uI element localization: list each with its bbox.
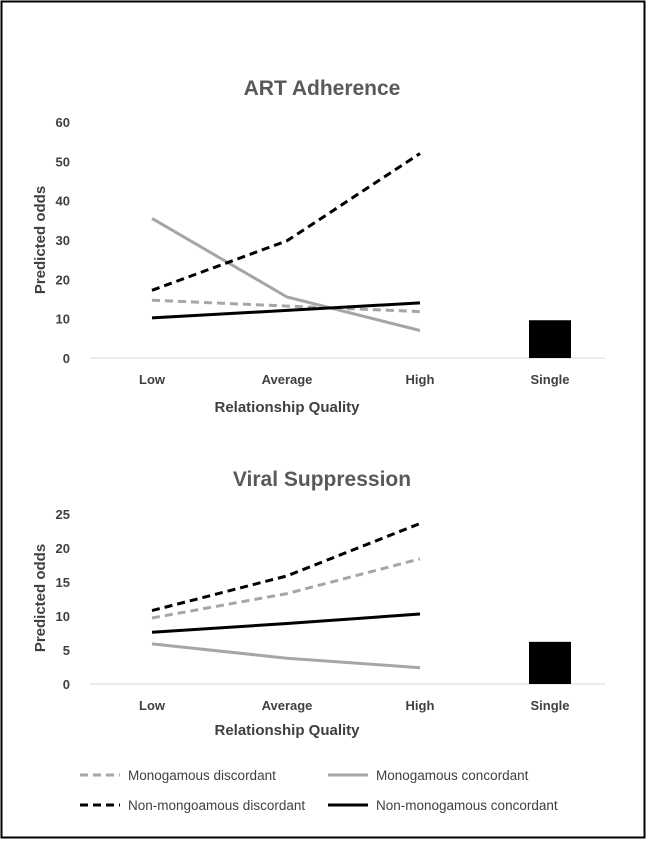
series-line-non-mongoamous-discordant — [151, 522, 421, 613]
x-axis-label: Relationship Quality — [214, 722, 360, 739]
y-tick-label: 30 — [56, 233, 70, 248]
single-bar — [529, 641, 571, 684]
y-axis-label: Predicted odds — [32, 544, 49, 652]
y-tick-label: 25 — [56, 507, 70, 522]
y-tick-labels: 0 5 10 15 20 25 — [56, 507, 70, 692]
legend-label: Monogamous discordant — [128, 768, 276, 783]
legend-label: Monogamous concordant — [376, 768, 529, 783]
x-tick-label-high: High — [406, 698, 435, 713]
y-tick-label: 10 — [56, 609, 70, 624]
y-tick-label: 20 — [56, 272, 70, 287]
x-tick-labels: Low Average High Single — [139, 698, 570, 713]
y-tick-label: 20 — [56, 541, 70, 556]
x-tick-label-low: Low — [139, 372, 166, 387]
legend-label: Non-mongoamous discordant — [128, 798, 305, 813]
y-tick-label: 60 — [56, 115, 70, 130]
chart-title: ART Adherence — [244, 77, 401, 100]
series-lines — [151, 152, 421, 332]
x-tick-label-high: High — [406, 372, 435, 387]
series-line-non-mongoamous-discordant — [151, 152, 421, 292]
chart-art-adherence: ART Adherence Relationship Quality Predi… — [32, 77, 605, 416]
x-tick-label-low: Low — [139, 698, 166, 713]
series-line-non-monogamous-concordant — [151, 612, 421, 634]
series-line-monogamous-discordant — [151, 557, 421, 620]
series-line-monogamous-discordant — [151, 298, 421, 314]
legend-label: Non-monogamous concordant — [376, 798, 558, 813]
y-tick-label: 15 — [56, 575, 70, 590]
y-tick-label: 50 — [56, 154, 70, 169]
single-bar — [529, 320, 571, 358]
legend-item-non-mongoamous-discordant: Non-mongoamous discordant — [80, 798, 305, 813]
series-lines — [151, 522, 421, 670]
legend-item-monogamous-discordant: Monogamous discordant — [80, 768, 276, 783]
series-line-monogamous-concordant — [151, 642, 421, 670]
y-tick-labels: 0 10 20 30 40 50 60 — [56, 115, 70, 366]
single-bar-group — [529, 320, 571, 358]
series-line-monogamous-concordant — [151, 217, 421, 332]
y-tick-label: 10 — [56, 312, 70, 327]
y-tick-label: 40 — [56, 194, 70, 209]
x-tick-label-average: Average — [262, 698, 313, 713]
legend-item-monogamous-concordant: Monogamous concordant — [328, 768, 529, 783]
x-tick-label-single: Single — [530, 698, 569, 713]
series-line-non-monogamous-concordant — [151, 301, 421, 320]
x-tick-labels: Low Average High Single — [139, 372, 570, 387]
x-tick-label-single: Single — [530, 372, 569, 387]
single-bar-group — [529, 641, 571, 684]
y-tick-label: 0 — [63, 351, 70, 366]
x-axis-label: Relationship Quality — [214, 399, 360, 416]
legend-item-non-monogamous-concordant: Non-monogamous concordant — [328, 798, 558, 813]
y-axis-label: Predicted odds — [32, 186, 49, 294]
legend: Monogamous discordant Monogamous concorda… — [80, 768, 558, 813]
chart-title: Viral Suppression — [233, 468, 411, 491]
x-tick-label-average: Average — [262, 372, 313, 387]
chart-viral-suppression: Viral Suppression Relationship Quality P… — [32, 468, 605, 739]
y-tick-label: 0 — [63, 677, 70, 692]
y-tick-label: 5 — [63, 643, 70, 658]
